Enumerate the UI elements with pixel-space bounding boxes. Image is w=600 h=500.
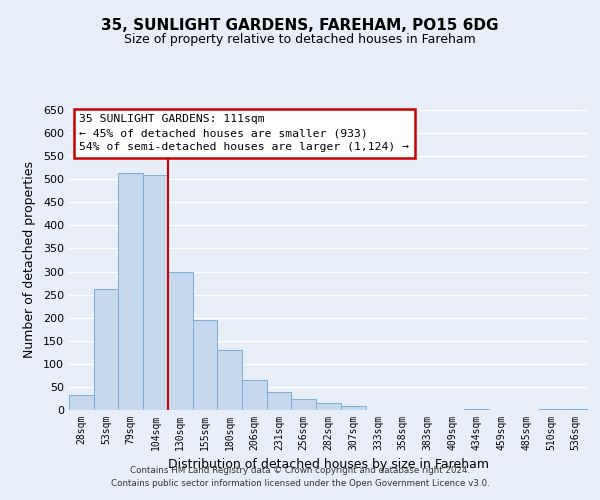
Bar xyxy=(168,272,193,410)
Bar xyxy=(193,320,217,410)
Y-axis label: Number of detached properties: Number of detached properties xyxy=(23,162,36,358)
Bar xyxy=(316,403,341,410)
X-axis label: Distribution of detached houses by size in Fareham: Distribution of detached houses by size … xyxy=(168,458,489,471)
Bar xyxy=(267,392,292,410)
Bar xyxy=(94,288,118,410)
Bar xyxy=(69,395,94,410)
Bar xyxy=(539,409,563,410)
Bar xyxy=(118,173,143,410)
Bar xyxy=(242,380,267,410)
Bar xyxy=(563,409,588,410)
Bar xyxy=(217,350,242,410)
Bar xyxy=(464,408,489,410)
Text: Contains HM Land Registry data © Crown copyright and database right 2024.
Contai: Contains HM Land Registry data © Crown c… xyxy=(110,466,490,487)
Text: Size of property relative to detached houses in Fareham: Size of property relative to detached ho… xyxy=(124,32,476,46)
Bar xyxy=(292,400,316,410)
Text: 35, SUNLIGHT GARDENS, FAREHAM, PO15 6DG: 35, SUNLIGHT GARDENS, FAREHAM, PO15 6DG xyxy=(101,18,499,32)
Bar xyxy=(143,174,168,410)
Bar xyxy=(341,406,365,410)
Text: 35 SUNLIGHT GARDENS: 111sqm
← 45% of detached houses are smaller (933)
54% of se: 35 SUNLIGHT GARDENS: 111sqm ← 45% of det… xyxy=(79,114,409,152)
